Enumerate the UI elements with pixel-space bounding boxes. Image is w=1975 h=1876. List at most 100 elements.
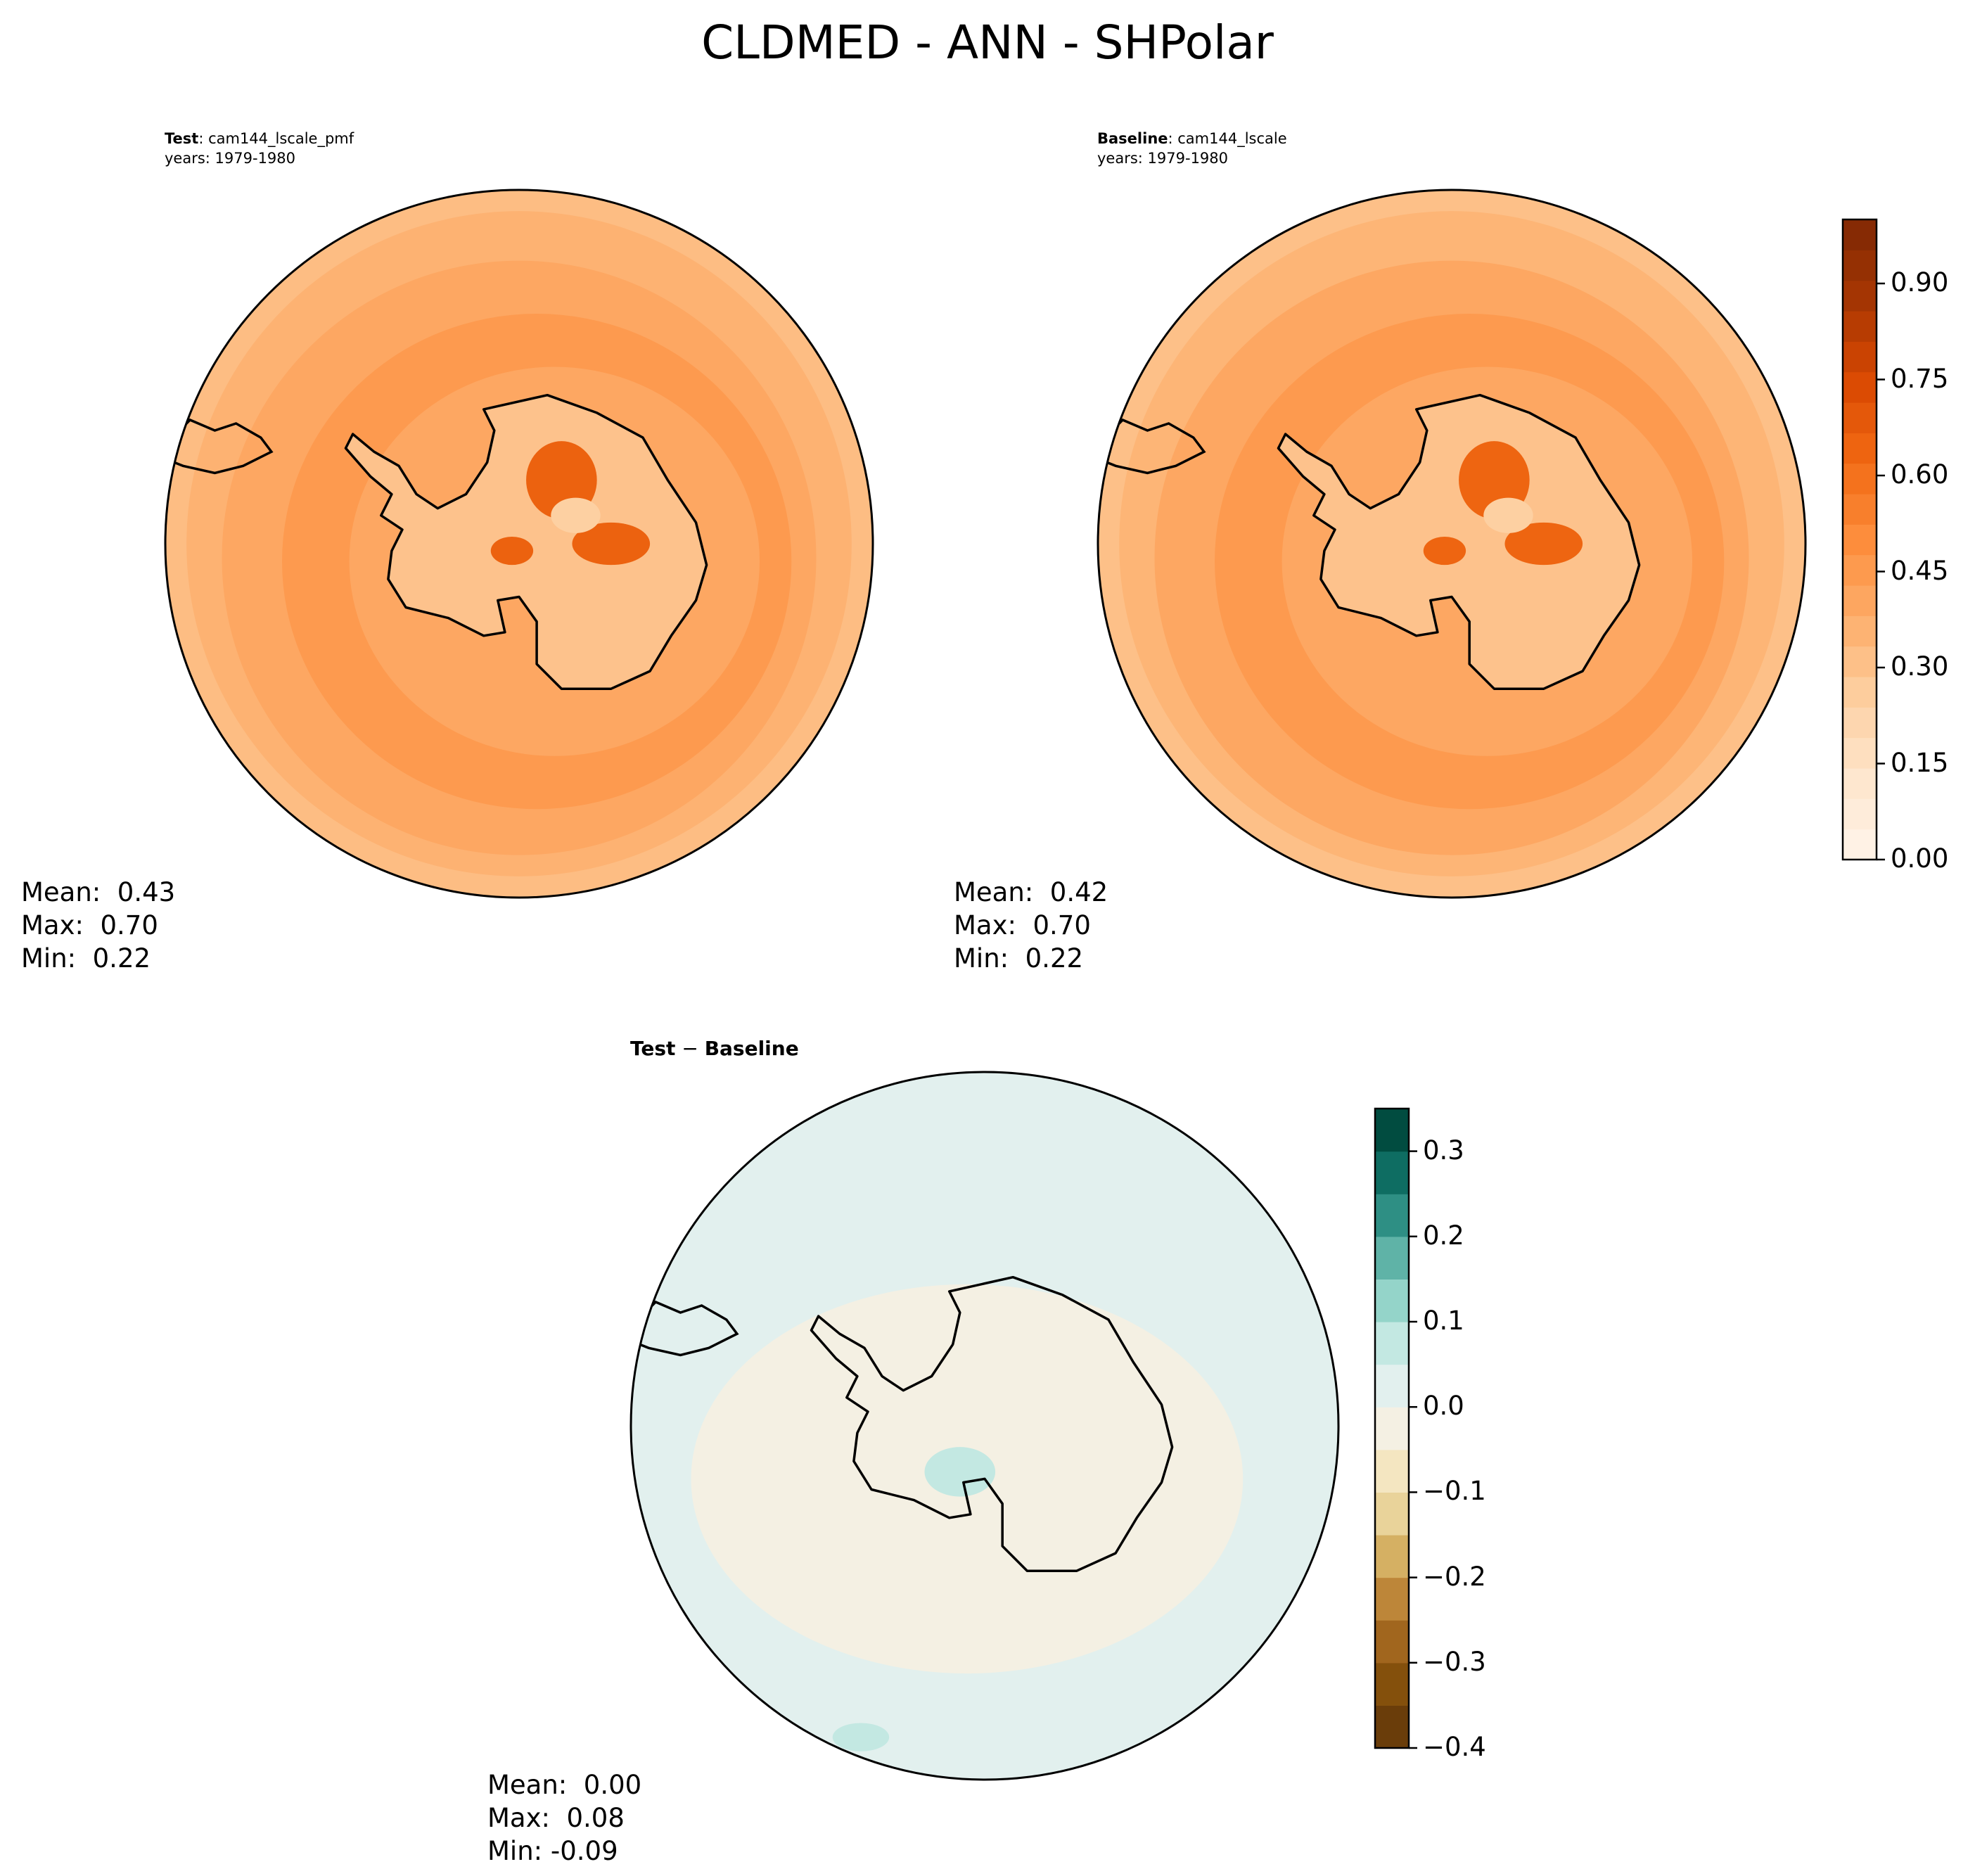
baseline-label-rest: : cam144_lscale [1168,130,1287,147]
difference-colorbar-segment [1375,1151,1409,1194]
test-label-rest: : cam144_lscale_pmf [198,130,354,147]
baseline-field [1098,190,1805,898]
baseline-min: Min: 0.22 [954,943,1084,974]
difference-colorbar-segment [1375,1449,1409,1493]
difference-colorbar-segment [1375,1364,1409,1408]
test-map-boundary [164,189,874,899]
test-min: Min: 0.22 [21,943,151,974]
baseline-minimum [1483,497,1533,533]
test-max: Max: 0.70 [21,910,158,940]
diff-negative-patch [729,1411,815,1476]
baseline-maximum-2 [1504,522,1583,566]
difference-colorbar-segment [1375,1322,1409,1365]
difference-colorbar-tick-label: −0.1 [1423,1476,1486,1507]
main-colorbar-segment [1843,341,1877,373]
difference-colorbar-tick-label: 0.1 [1423,1306,1464,1336]
diff-south-america-coastline [631,1300,739,1357]
difference-map [629,1071,1340,1781]
test-stats: Mean: 0.43 Max: 0.70 Min: 0.22 [21,876,175,975]
baseline-max: Max: 0.70 [954,910,1091,940]
difference-colorbar-tick-label: 0.0 [1423,1391,1464,1422]
test-minimum [551,497,601,533]
difference-colorbar-tick-label: −0.2 [1423,1561,1486,1592]
test-maximum-2 [572,522,651,566]
main-colorbar-tick-label: 0.15 [1891,747,1949,778]
test-antarctica-coastline [344,393,708,690]
main-colorbar-segment [1843,829,1877,860]
baseline-map [1097,189,1807,899]
diff-label-bold: Test [630,1037,676,1060]
difference-colorbar-segment [1375,1577,1409,1621]
baseline-label-bold: Baseline [1097,130,1168,147]
baseline-years: years: 1979-1980 [1097,150,1229,167]
difference-colorbar-frame [1374,1107,1410,1749]
figure-title: CLDMED - ANN - SHPolar [701,15,1274,70]
main-colorbar-segment [1843,311,1877,342]
difference-colorbar-segment [1375,1236,1409,1280]
difference-colorbar [1374,1107,1417,1749]
difference-colorbar-tick-label: −0.4 [1423,1732,1486,1762]
main-colorbar-segment [1843,768,1877,799]
diff-label-bold2: Baseline [704,1037,799,1060]
main-colorbar-tick-label: 0.75 [1891,363,1949,394]
main-colorbar-segment [1843,798,1877,830]
test-label-bold: Test [165,130,199,147]
difference-colorbar-segment [1375,1620,1409,1664]
baseline-maximum-3 [1423,536,1466,566]
main-colorbar-segment [1843,554,1877,586]
main-colorbar-frame [1841,218,1878,861]
main-colorbar-tick-label: 0.90 [1891,267,1949,298]
main-colorbar-segment [1843,677,1877,708]
test-map [164,189,874,899]
difference-colorbar-segment [1375,1194,1409,1237]
diff-panel-label: Test − Baseline [630,1039,799,1059]
baseline-mean: Mean: 0.42 [954,877,1108,907]
difference-colorbar-segment [1375,1535,1409,1578]
baseline-stats: Mean: 0.42 Max: 0.70 Min: 0.22 [954,876,1108,975]
main-colorbar-segment [1843,463,1877,494]
diff-stats: Mean: 0.00 Max: 0.08 Min: -0.09 [487,1768,641,1868]
diff-label-mid: − [675,1037,705,1060]
difference-colorbar-segment [1375,1279,1409,1322]
main-colorbar-segment [1843,615,1877,647]
test-field [165,190,873,898]
test-maximum-3 [490,536,534,566]
main-colorbar-tick-label: 0.60 [1891,459,1949,490]
main-colorbar-segment [1843,371,1877,403]
difference-colorbar-tick-label: 0.2 [1423,1220,1464,1251]
main-colorbar-segment [1843,280,1877,312]
difference-colorbar-tick-label: −0.3 [1423,1646,1486,1677]
diff-min: Min: -0.09 [487,1836,618,1866]
main-colorbar-segment [1843,524,1877,556]
baseline-map-boundary [1097,189,1807,899]
diff-mean: Mean: 0.00 [487,1770,642,1800]
main-colorbar-segment [1843,737,1877,769]
difference-colorbar-segment [1375,1662,1409,1706]
diff-positive-patch-1 [924,1447,996,1497]
diff-positive-patch-2 [832,1723,890,1751]
main-colorbar-segment [1843,402,1877,433]
main-colorbar-segment [1843,707,1877,739]
diff-field [631,1072,1338,1780]
test-south-america-coastline [165,418,274,475]
baseline-south-america-coastline [1098,418,1206,475]
main-colorbar-segment [1843,585,1877,616]
baseline-antarctica-coastline [1277,393,1641,690]
main-colorbar-tick-label: 0.45 [1891,555,1949,586]
baseline-panel-label: Baseline: cam144_lscale years: 1979-1980 [1097,129,1287,168]
test-mean: Mean: 0.43 [21,877,176,907]
main-colorbar [1841,218,1885,861]
difference-colorbar-tick-label: 0.3 [1423,1135,1464,1166]
main-colorbar-segment [1843,250,1877,281]
difference-colorbar-segment [1375,1492,1409,1536]
test-years: years: 1979-1980 [165,150,296,167]
diff-map-boundary [629,1071,1340,1781]
main-colorbar-segment [1843,433,1877,464]
difference-colorbar-segment [1375,1109,1409,1152]
difference-colorbar-segment [1375,1705,1409,1749]
difference-colorbar-segment [1375,1407,1409,1450]
main-colorbar-tick-label: 0.00 [1891,843,1949,874]
diff-antarctica-coastline [810,1275,1174,1572]
main-colorbar-segment [1843,219,1877,250]
